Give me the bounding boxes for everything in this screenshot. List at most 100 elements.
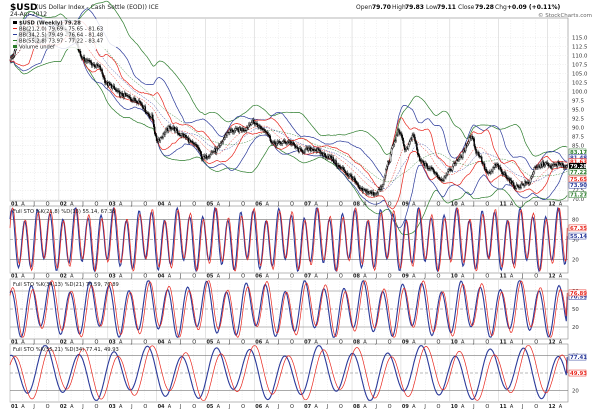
- x-month-label: A: [510, 404, 514, 410]
- x-month-label: J: [423, 404, 425, 410]
- bollinger-34-lower: [9, 43, 568, 229]
- candle-body: [462, 151, 464, 158]
- candle-body: [504, 172, 506, 175]
- candle-body: [459, 155, 461, 158]
- x-month-label: A: [119, 274, 123, 280]
- sto-value-box: [568, 232, 587, 240]
- x-month-label: J: [228, 340, 230, 346]
- candle-body: [280, 143, 283, 145]
- candle-body: [200, 153, 203, 159]
- candle-body: [189, 139, 192, 142]
- candle-body: [492, 167, 494, 172]
- x-month-label: O: [534, 404, 538, 410]
- candle-body: [512, 182, 515, 187]
- x-month-label: O: [290, 404, 294, 410]
- candle-body: [355, 181, 357, 183]
- candle-body: [416, 143, 418, 150]
- x-month-label: A: [119, 202, 123, 208]
- candle-body: [468, 137, 471, 142]
- price-legend: $USD (Weekly) 79.28 BB(21,2.0) 79.69 - 7…: [11, 19, 116, 51]
- x-month-label: A: [21, 404, 25, 410]
- x-month-label: J: [179, 340, 181, 346]
- candle-body: [335, 160, 337, 166]
- candle-body: [136, 101, 138, 103]
- candle-body: [324, 153, 326, 156]
- x-month-label: J: [521, 274, 523, 280]
- x-month-label: A: [217, 404, 221, 410]
- candle-body: [129, 97, 131, 100]
- candle-body: [443, 176, 445, 182]
- candle-body: [558, 163, 561, 165]
- x-month-label: O: [46, 404, 50, 410]
- symbol-label: $USD: [10, 3, 38, 13]
- x-month-label: O: [388, 404, 392, 410]
- candle-body: [134, 98, 136, 101]
- candle-body: [372, 192, 375, 196]
- x-month-label: A: [266, 202, 270, 208]
- x-month-label: O: [437, 202, 441, 208]
- x-month-label: J: [228, 404, 230, 410]
- candle-body: [128, 95, 131, 98]
- candle-body: [159, 137, 162, 141]
- candle-body: [224, 134, 226, 138]
- candle-body: [403, 145, 406, 150]
- price-right-label: 73.90: [568, 181, 587, 189]
- sto-value-label: 76.89: [570, 291, 587, 297]
- x-year-label: 06: [255, 202, 262, 208]
- candle-body: [450, 169, 453, 171]
- bollinger-55-upper: [9, 0, 568, 157]
- candle-body: [370, 191, 372, 193]
- candle-body: [185, 137, 188, 138]
- x-year-label: 12: [548, 340, 555, 346]
- x-month-label: O: [437, 274, 441, 280]
- candle-body: [138, 100, 141, 102]
- x-month-label: J: [472, 340, 474, 346]
- bollinger-34-middle: [9, 32, 568, 189]
- x-month-label: A: [412, 404, 416, 410]
- candle-body: [408, 141, 411, 145]
- x-month-label: A: [70, 340, 74, 346]
- candle-body: [197, 146, 199, 148]
- candle-body: [490, 170, 492, 174]
- candle-body: [80, 55, 83, 59]
- candle-body: [530, 176, 533, 179]
- high-value: 79.83: [405, 4, 424, 11]
- candle-body: [414, 136, 416, 142]
- sto-tick-label: 80: [572, 217, 579, 223]
- x-month-label: J: [130, 202, 132, 208]
- candle-body: [373, 194, 376, 196]
- candle-body: [283, 140, 286, 142]
- x-month-label: A: [266, 340, 270, 346]
- price-right-label: 77.22: [568, 168, 587, 176]
- x-month-label: A: [21, 274, 25, 280]
- x-axis-layer: 01 A J O 02 A J O 03 A J O 04 A J O 05 A J O 06 A J O 07 A J O 08 A J O…: [11, 202, 563, 411]
- price-tick-label: 112.5: [572, 45, 587, 51]
- candle-body: [308, 148, 310, 151]
- candle-body: [321, 152, 323, 155]
- x-month-label: A: [559, 202, 563, 208]
- sto-line-d: [9, 207, 568, 272]
- candle-body: [381, 186, 383, 190]
- bollinger-55-lower: [9, 46, 568, 235]
- candle-body: [96, 64, 99, 67]
- x-month-label: O: [192, 340, 196, 346]
- candle-body: [234, 128, 237, 131]
- candle-body: [352, 178, 354, 180]
- candle-body: [471, 136, 474, 139]
- band-value-label: 83.17: [570, 150, 587, 156]
- candle-body: [386, 166, 388, 170]
- x-month-label: J: [130, 340, 132, 346]
- candle-body: [181, 133, 183, 136]
- x-month-label: J: [472, 274, 474, 280]
- x-month-label: J: [81, 404, 83, 410]
- x-month-label: O: [46, 274, 50, 280]
- x-month-label: A: [70, 202, 74, 208]
- candle-body: [139, 101, 142, 104]
- x-year-label: 09: [402, 340, 409, 346]
- candle-body: [274, 141, 276, 144]
- x-year-label: 11: [500, 404, 507, 410]
- candle-body: [561, 163, 564, 165]
- x-month-label: A: [314, 404, 318, 410]
- candle-body: [154, 133, 157, 136]
